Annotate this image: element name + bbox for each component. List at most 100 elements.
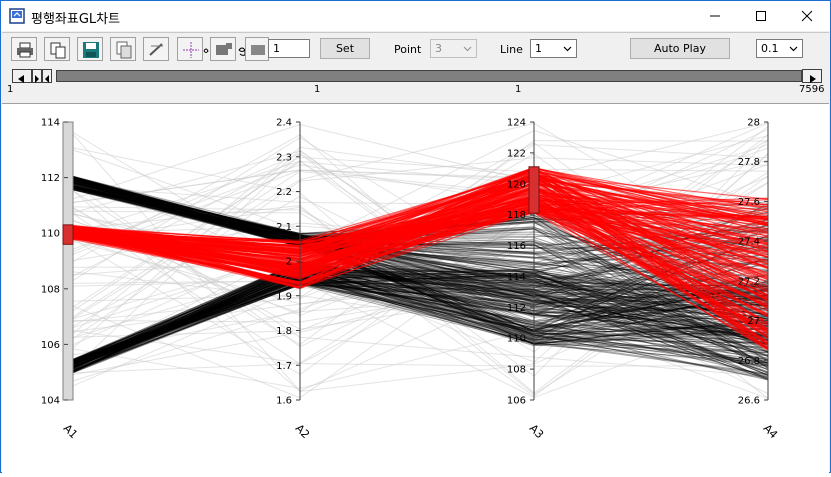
context-line <box>67 185 769 393</box>
unselected-line <box>67 181 769 340</box>
clear-button[interactable] <box>143 37 169 61</box>
maximize-button[interactable] <box>738 1 784 31</box>
unselected-line <box>67 274 769 365</box>
close-icon <box>801 10 813 22</box>
parallel-coordinates-chart[interactable]: 104 106 108 110 112 114 A1 1.6 1.7 1.8 1.9 2 2.1 2.2 2… <box>2 104 829 473</box>
unselected-line <box>67 273 769 368</box>
crosshair-button[interactable] <box>177 37 203 61</box>
unselected-line <box>67 276 769 367</box>
unselected-line <box>67 268 769 370</box>
unselected-line <box>67 284 769 374</box>
tick-label: 28 <box>747 118 760 129</box>
axis-label: A3 <box>527 422 546 441</box>
unselected-line <box>67 283 769 365</box>
unselected-line <box>67 261 769 373</box>
slider-left-button[interactable] <box>12 69 32 83</box>
slider-right-button[interactable] <box>802 69 822 83</box>
slider-handle-end[interactable] <box>42 69 52 83</box>
app-icon <box>9 8 25 24</box>
unselected-line <box>67 181 769 342</box>
unselected-line <box>67 183 769 253</box>
speed-select[interactable]: 0.1 <box>756 39 803 58</box>
unselected-line <box>67 178 769 332</box>
unselected-line <box>67 175 769 342</box>
unselected-line <box>67 266 769 362</box>
tick-label: 2.2 <box>276 187 292 198</box>
duplicate-button[interactable] <box>110 37 136 61</box>
bar-shape-icon <box>216 43 232 55</box>
unselected-line <box>67 268 769 374</box>
slider-handle-start[interactable] <box>32 69 42 83</box>
context-line <box>67 152 769 367</box>
unselected-line <box>67 280 769 364</box>
unselected-line <box>67 272 769 379</box>
unselected-line <box>67 187 769 310</box>
value-input[interactable] <box>268 39 310 58</box>
unselected-line <box>67 186 769 303</box>
unselected-line <box>67 174 769 288</box>
auto-play-button[interactable]: Auto Play <box>630 38 730 59</box>
unselected-line <box>67 188 769 335</box>
close-button[interactable] <box>784 1 830 31</box>
slider-track[interactable] <box>56 70 802 82</box>
selected-line <box>67 203 769 334</box>
title-bar: 평행좌표GL차트 <box>1 1 830 31</box>
unselected-line <box>67 183 769 300</box>
save-button[interactable] <box>77 37 103 61</box>
unselected-line <box>67 262 769 370</box>
unselected-line <box>67 279 769 363</box>
unselected-line <box>67 178 769 266</box>
unselected-line <box>67 265 769 375</box>
axis-brush <box>528 166 540 214</box>
unselected-line <box>67 262 769 365</box>
unselected-line <box>67 180 769 368</box>
unselected-line <box>67 261 769 368</box>
unselected-line <box>67 273 769 367</box>
unselected-line <box>67 271 769 374</box>
unselected-line <box>67 276 769 365</box>
unselected-line <box>67 176 769 322</box>
unselected-line <box>67 268 769 367</box>
unselected-line <box>67 188 769 364</box>
unselected-line <box>67 277 769 365</box>
point-select[interactable]: 3 <box>430 39 477 58</box>
unselected-line <box>67 177 769 301</box>
tick-label: 122 <box>507 148 526 159</box>
window-title: 평행좌표GL차트 <box>31 12 121 27</box>
handle-left-icon <box>45 75 49 83</box>
unselected-line <box>67 273 769 373</box>
tick-label: 110 <box>41 229 60 240</box>
unselected-line <box>67 174 769 307</box>
line-select-value: 1 <box>535 42 542 55</box>
unselected-line <box>67 184 769 348</box>
unselected-line <box>67 274 769 366</box>
unselected-line <box>67 175 769 325</box>
unselected-line <box>67 281 769 374</box>
unselected-line <box>67 278 769 373</box>
unselected-line <box>67 269 769 374</box>
pages-icon <box>116 41 132 59</box>
unselected-line <box>67 277 769 370</box>
unselected-line <box>67 274 769 369</box>
unselected-line <box>67 266 769 367</box>
unselected-line <box>67 178 769 312</box>
unselected-line <box>67 281 769 374</box>
unselected-line <box>67 184 769 289</box>
unselected-line <box>67 261 769 372</box>
line-select[interactable]: 1 <box>530 39 577 58</box>
tick-label: 2 <box>286 257 292 268</box>
unselected-line <box>67 264 769 373</box>
minimize-button[interactable] <box>692 1 738 31</box>
rect-style-button[interactable] <box>245 37 269 61</box>
set-button[interactable]: Set <box>320 38 370 59</box>
unselected-line <box>67 183 769 268</box>
copy-button[interactable] <box>44 37 70 61</box>
unselected-line <box>67 276 769 376</box>
unselected-line <box>67 266 769 363</box>
unselected-line <box>67 284 769 369</box>
tick-label: 2.1 <box>276 222 292 233</box>
unselected-line <box>67 177 769 338</box>
bar-style-button[interactable] <box>210 37 236 61</box>
print-button[interactable] <box>11 37 37 61</box>
unselected-line <box>67 177 769 366</box>
